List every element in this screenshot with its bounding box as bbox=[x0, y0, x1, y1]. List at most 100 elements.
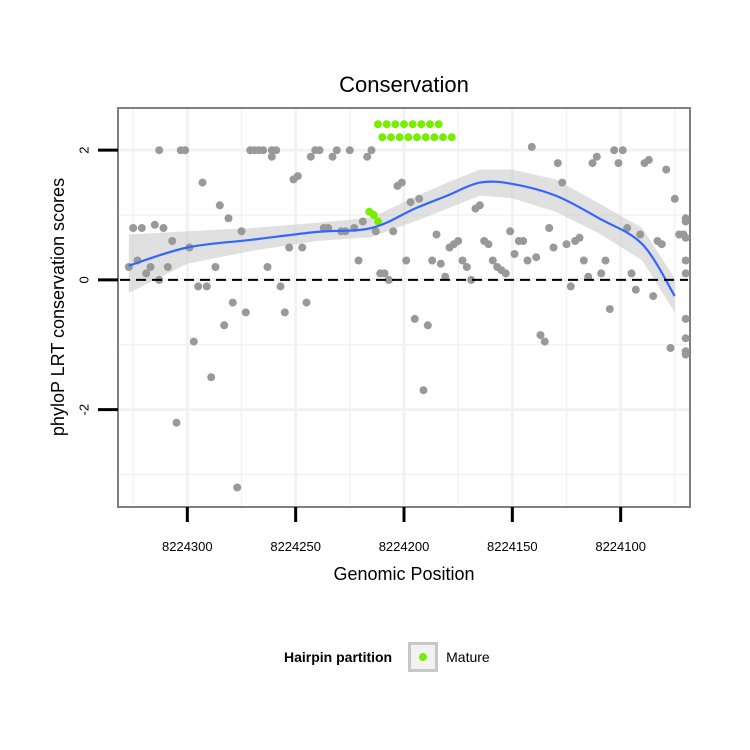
data-point bbox=[432, 230, 441, 239]
chart-title: Conservation bbox=[339, 72, 469, 97]
data-point bbox=[681, 334, 690, 343]
data-point bbox=[419, 386, 428, 395]
data-point bbox=[146, 263, 155, 271]
data-point bbox=[202, 282, 211, 291]
data-point bbox=[241, 308, 250, 317]
data-point bbox=[681, 314, 690, 323]
data-point bbox=[428, 256, 437, 265]
data-point bbox=[488, 256, 497, 265]
data-point bbox=[605, 305, 614, 314]
data-point bbox=[220, 321, 229, 330]
data-point bbox=[371, 227, 380, 236]
data-point bbox=[670, 194, 679, 203]
data-point bbox=[618, 146, 627, 155]
points-layer bbox=[124, 120, 690, 492]
data-point bbox=[501, 269, 510, 278]
data-point-mature bbox=[382, 120, 391, 129]
smooth-line bbox=[128, 180, 676, 297]
data-point-mature bbox=[417, 120, 426, 129]
data-point bbox=[623, 224, 632, 232]
data-point bbox=[636, 230, 645, 239]
data-point bbox=[540, 337, 549, 346]
data-point bbox=[536, 331, 545, 340]
data-point-mature bbox=[408, 120, 417, 129]
data-point bbox=[484, 240, 493, 249]
data-point bbox=[601, 256, 610, 265]
data-point bbox=[389, 227, 398, 236]
data-point bbox=[402, 256, 411, 265]
data-point bbox=[558, 178, 567, 187]
data-point bbox=[150, 220, 159, 229]
data-point bbox=[137, 224, 146, 232]
data-point bbox=[397, 178, 406, 187]
data-point-mature bbox=[400, 120, 408, 129]
data-point-mature bbox=[426, 120, 434, 129]
data-point bbox=[328, 152, 337, 161]
data-point-mature bbox=[374, 217, 382, 226]
data-point bbox=[523, 256, 532, 265]
data-point bbox=[280, 308, 289, 317]
data-point bbox=[263, 263, 272, 271]
data-point bbox=[575, 233, 584, 242]
data-point bbox=[207, 373, 216, 382]
data-point bbox=[172, 418, 181, 427]
data-point-mature bbox=[378, 133, 387, 142]
data-point-mature bbox=[404, 133, 413, 142]
data-point bbox=[363, 152, 372, 161]
legend: Hairpin partition Mature bbox=[284, 638, 490, 676]
data-point-mature bbox=[395, 133, 404, 142]
data-point bbox=[306, 152, 315, 161]
data-point bbox=[237, 227, 246, 236]
data-point bbox=[423, 321, 432, 330]
data-point bbox=[228, 298, 237, 307]
data-point bbox=[276, 282, 285, 291]
data-point bbox=[380, 269, 389, 278]
legend-dot-mature bbox=[419, 653, 428, 661]
data-point bbox=[562, 240, 571, 249]
data-point bbox=[142, 269, 151, 278]
data-point-mature bbox=[421, 133, 430, 142]
data-point bbox=[189, 337, 198, 346]
x-tick-label: 8224100 bbox=[595, 539, 646, 554]
data-point bbox=[345, 146, 354, 155]
data-point bbox=[527, 142, 536, 151]
data-point bbox=[272, 146, 281, 155]
data-point bbox=[610, 146, 619, 155]
data-point bbox=[298, 243, 307, 252]
data-point bbox=[532, 253, 541, 262]
data-point-mature bbox=[434, 120, 443, 129]
data-point bbox=[657, 240, 666, 249]
data-point bbox=[588, 159, 597, 168]
x-tick-label: 8224300 bbox=[162, 539, 213, 554]
data-point bbox=[631, 285, 640, 294]
data-point bbox=[181, 146, 190, 155]
data-point bbox=[662, 165, 671, 174]
data-point bbox=[597, 269, 606, 278]
data-point bbox=[410, 314, 419, 323]
data-point bbox=[215, 201, 224, 210]
data-point bbox=[315, 146, 324, 155]
x-tick-label: 8224150 bbox=[487, 539, 538, 554]
smooth-ribbon-layer bbox=[128, 169, 675, 313]
data-point bbox=[579, 256, 588, 265]
y-tick-label: 0 bbox=[76, 276, 91, 283]
data-point bbox=[467, 275, 476, 284]
data-point bbox=[614, 159, 623, 168]
data-point bbox=[441, 272, 450, 281]
legend-title: Hairpin partition bbox=[284, 649, 393, 665]
data-point bbox=[454, 237, 463, 245]
x-tick-label: 8224250 bbox=[270, 539, 321, 554]
legend-label-mature: Mature bbox=[446, 649, 490, 665]
y-tick-label: 2 bbox=[76, 147, 91, 154]
data-point bbox=[233, 483, 242, 492]
data-point bbox=[367, 146, 376, 155]
data-point bbox=[224, 214, 233, 223]
data-point bbox=[549, 243, 558, 252]
data-point bbox=[436, 259, 445, 268]
data-point bbox=[681, 269, 690, 278]
data-point bbox=[358, 217, 367, 226]
data-point bbox=[458, 256, 467, 265]
data-point bbox=[545, 224, 554, 232]
data-point bbox=[510, 250, 519, 258]
